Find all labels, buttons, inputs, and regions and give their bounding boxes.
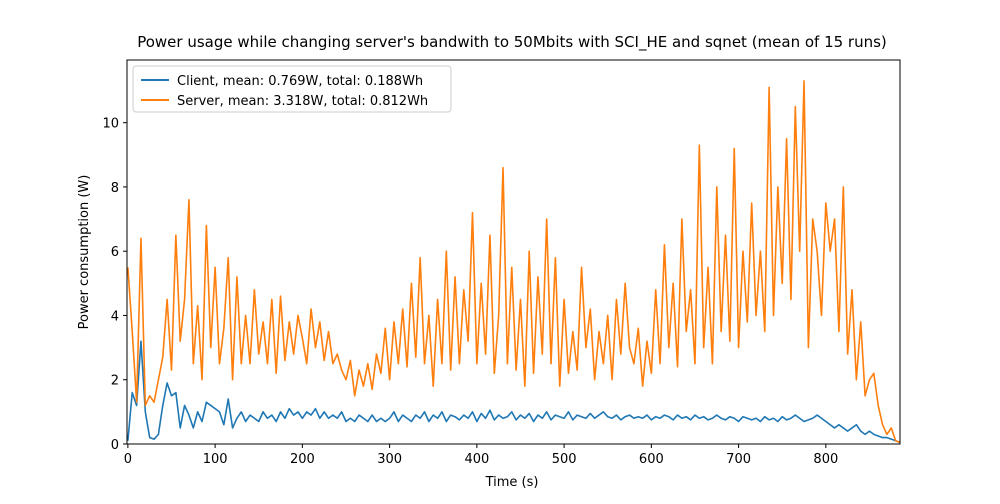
x-tick-label: 400 (464, 452, 489, 467)
x-tick-label: 800 (813, 452, 838, 467)
y-tick-label: 10 (102, 117, 119, 132)
data-line (127, 340, 901, 444)
x-tick-label: 300 (377, 452, 402, 467)
y-axis-label: Power consumption (W) (77, 175, 92, 330)
x-tick-label: 200 (290, 452, 315, 467)
y-tick-label: 2 (111, 374, 119, 389)
legend-box (132, 65, 452, 113)
x-tick-label: 700 (726, 452, 751, 467)
x-tick-label: 500 (552, 452, 577, 467)
data-line (127, 80, 901, 444)
y-tick-label: 8 (111, 181, 119, 196)
x-tick-label: 0 (124, 452, 132, 467)
chart-title: Power usage while changing server's band… (137, 33, 887, 52)
x-tick-label: 100 (203, 452, 228, 467)
legend-label: Server, mean: 3.318W, total: 0.812Wh (177, 94, 428, 109)
y-tick-label: 0 (111, 438, 119, 453)
plot-frame (126, 59, 901, 445)
y-tick-label: 4 (111, 309, 119, 324)
y-tick-label: 6 (111, 245, 119, 260)
series (127, 340, 901, 444)
x-tick-label: 600 (639, 452, 664, 467)
series (127, 80, 901, 444)
x-axis-label: Time (s) (485, 475, 539, 490)
legend-label: Client, mean: 0.769W, total: 0.188Wh (177, 74, 423, 89)
